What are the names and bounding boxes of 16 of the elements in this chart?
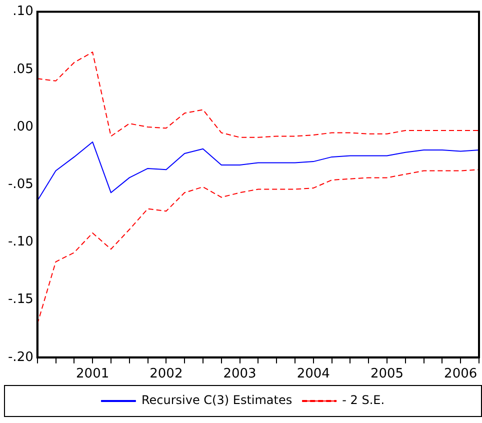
x-tick-label: 2004 <box>296 366 330 382</box>
y-tick-label: -.15 <box>8 292 34 308</box>
y-tick-label: -.10 <box>8 234 34 250</box>
legend-label: - 2 S.E. <box>342 393 385 408</box>
y-tick-label: .00 <box>12 119 34 134</box>
line-series <box>36 52 480 138</box>
x-tick-label: 2005 <box>370 366 404 382</box>
y-tick-label: .05 <box>12 62 34 77</box>
legend-label: Recursive C(3) Estimates <box>141 393 292 408</box>
x-tick-label: 2006 <box>444 366 478 382</box>
y-tick-label: -.20 <box>8 350 34 365</box>
x-tick-label: 2002 <box>150 366 183 382</box>
y-tick-label: .10 <box>12 4 34 20</box>
y-tick-label: -.05 <box>8 176 34 192</box>
x-tick-label: 2001 <box>76 366 110 382</box>
x-tick-label: 2003 <box>223 366 256 382</box>
